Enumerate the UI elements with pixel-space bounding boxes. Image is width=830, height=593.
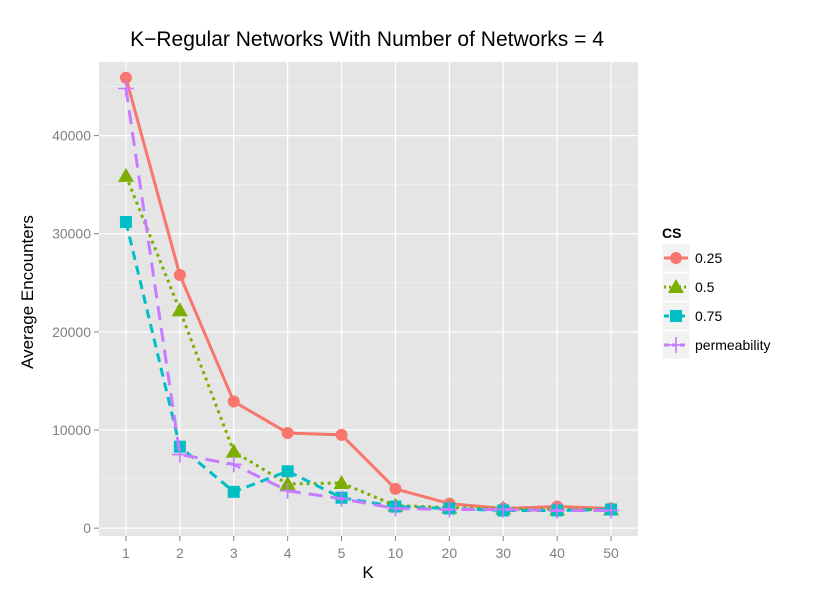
legend-key: [661, 330, 691, 360]
data-point: [225, 456, 242, 473]
data-point: [281, 426, 294, 439]
x-tick-label: 1: [122, 545, 130, 561]
data-point: [549, 502, 566, 519]
data-point: [119, 215, 132, 228]
x-tick-label: 5: [338, 545, 346, 561]
y-axis-title: Average Encounters: [18, 215, 37, 369]
data-point: [335, 428, 348, 441]
data-point: [225, 443, 242, 458]
legend-key-marker: [668, 279, 684, 293]
data-point: [119, 71, 132, 84]
data-point: [603, 502, 620, 519]
x-tick-label: 3: [230, 545, 238, 561]
legend-key: [661, 243, 691, 273]
data-point: [387, 500, 404, 517]
x-tick-label: 40: [549, 545, 565, 561]
legend-key-marker: [670, 310, 682, 322]
data-point: [173, 268, 186, 281]
data-point: [117, 167, 134, 182]
chart-title: K−Regular Networks With Number of Networ…: [130, 28, 604, 51]
legend-label: 0.25: [695, 250, 722, 266]
y-tick-label: 30000: [52, 226, 91, 242]
x-axis: 1 2 3 4 5 10 20 30 40 50: [122, 536, 619, 561]
data-point: [281, 465, 294, 478]
data-point: [171, 302, 188, 317]
series-line: [124, 175, 612, 512]
legend-key-marker: [670, 252, 682, 264]
x-tick-label: 50: [603, 545, 619, 561]
data-point: [333, 475, 350, 490]
y-tick-label: 10000: [52, 422, 91, 438]
legend-key-marker: [668, 337, 684, 353]
x-tick-label: 2: [176, 545, 184, 561]
series-line: [124, 88, 612, 512]
legend-title: CS: [662, 225, 681, 241]
y-tick-label: 40000: [52, 128, 91, 144]
legend-key: [661, 272, 691, 302]
data-point: [389, 482, 402, 495]
y-tick-label: 20000: [52, 324, 91, 340]
legend-label: permeability: [695, 337, 770, 353]
legend-label: 0.75: [695, 308, 722, 324]
grid-minor: [99, 86, 638, 480]
x-axis-title: K: [362, 563, 374, 582]
legend: CS 0.25 0.5 0.75 permeability: [661, 225, 770, 360]
legend-key: [661, 301, 691, 331]
data-point: [117, 80, 134, 97]
data-point: [227, 395, 240, 408]
data-point: [227, 485, 240, 498]
x-tick-label: 10: [388, 545, 404, 561]
series-layer: [117, 71, 620, 519]
legend-label: 0.5: [695, 279, 715, 295]
x-tick-label: 30: [495, 545, 511, 561]
series-permeability: [117, 80, 620, 519]
data-point: [441, 501, 458, 518]
data-point: [279, 482, 296, 499]
data-point: [171, 446, 188, 463]
data-point: [333, 490, 350, 507]
x-tick-label: 4: [284, 545, 292, 561]
y-tick-label: 0: [83, 520, 91, 536]
series-line: [124, 77, 612, 511]
y-axis: 0 10000 20000 30000 40000: [52, 128, 99, 536]
data-point: [495, 501, 512, 518]
x-tick-label: 20: [442, 545, 458, 561]
